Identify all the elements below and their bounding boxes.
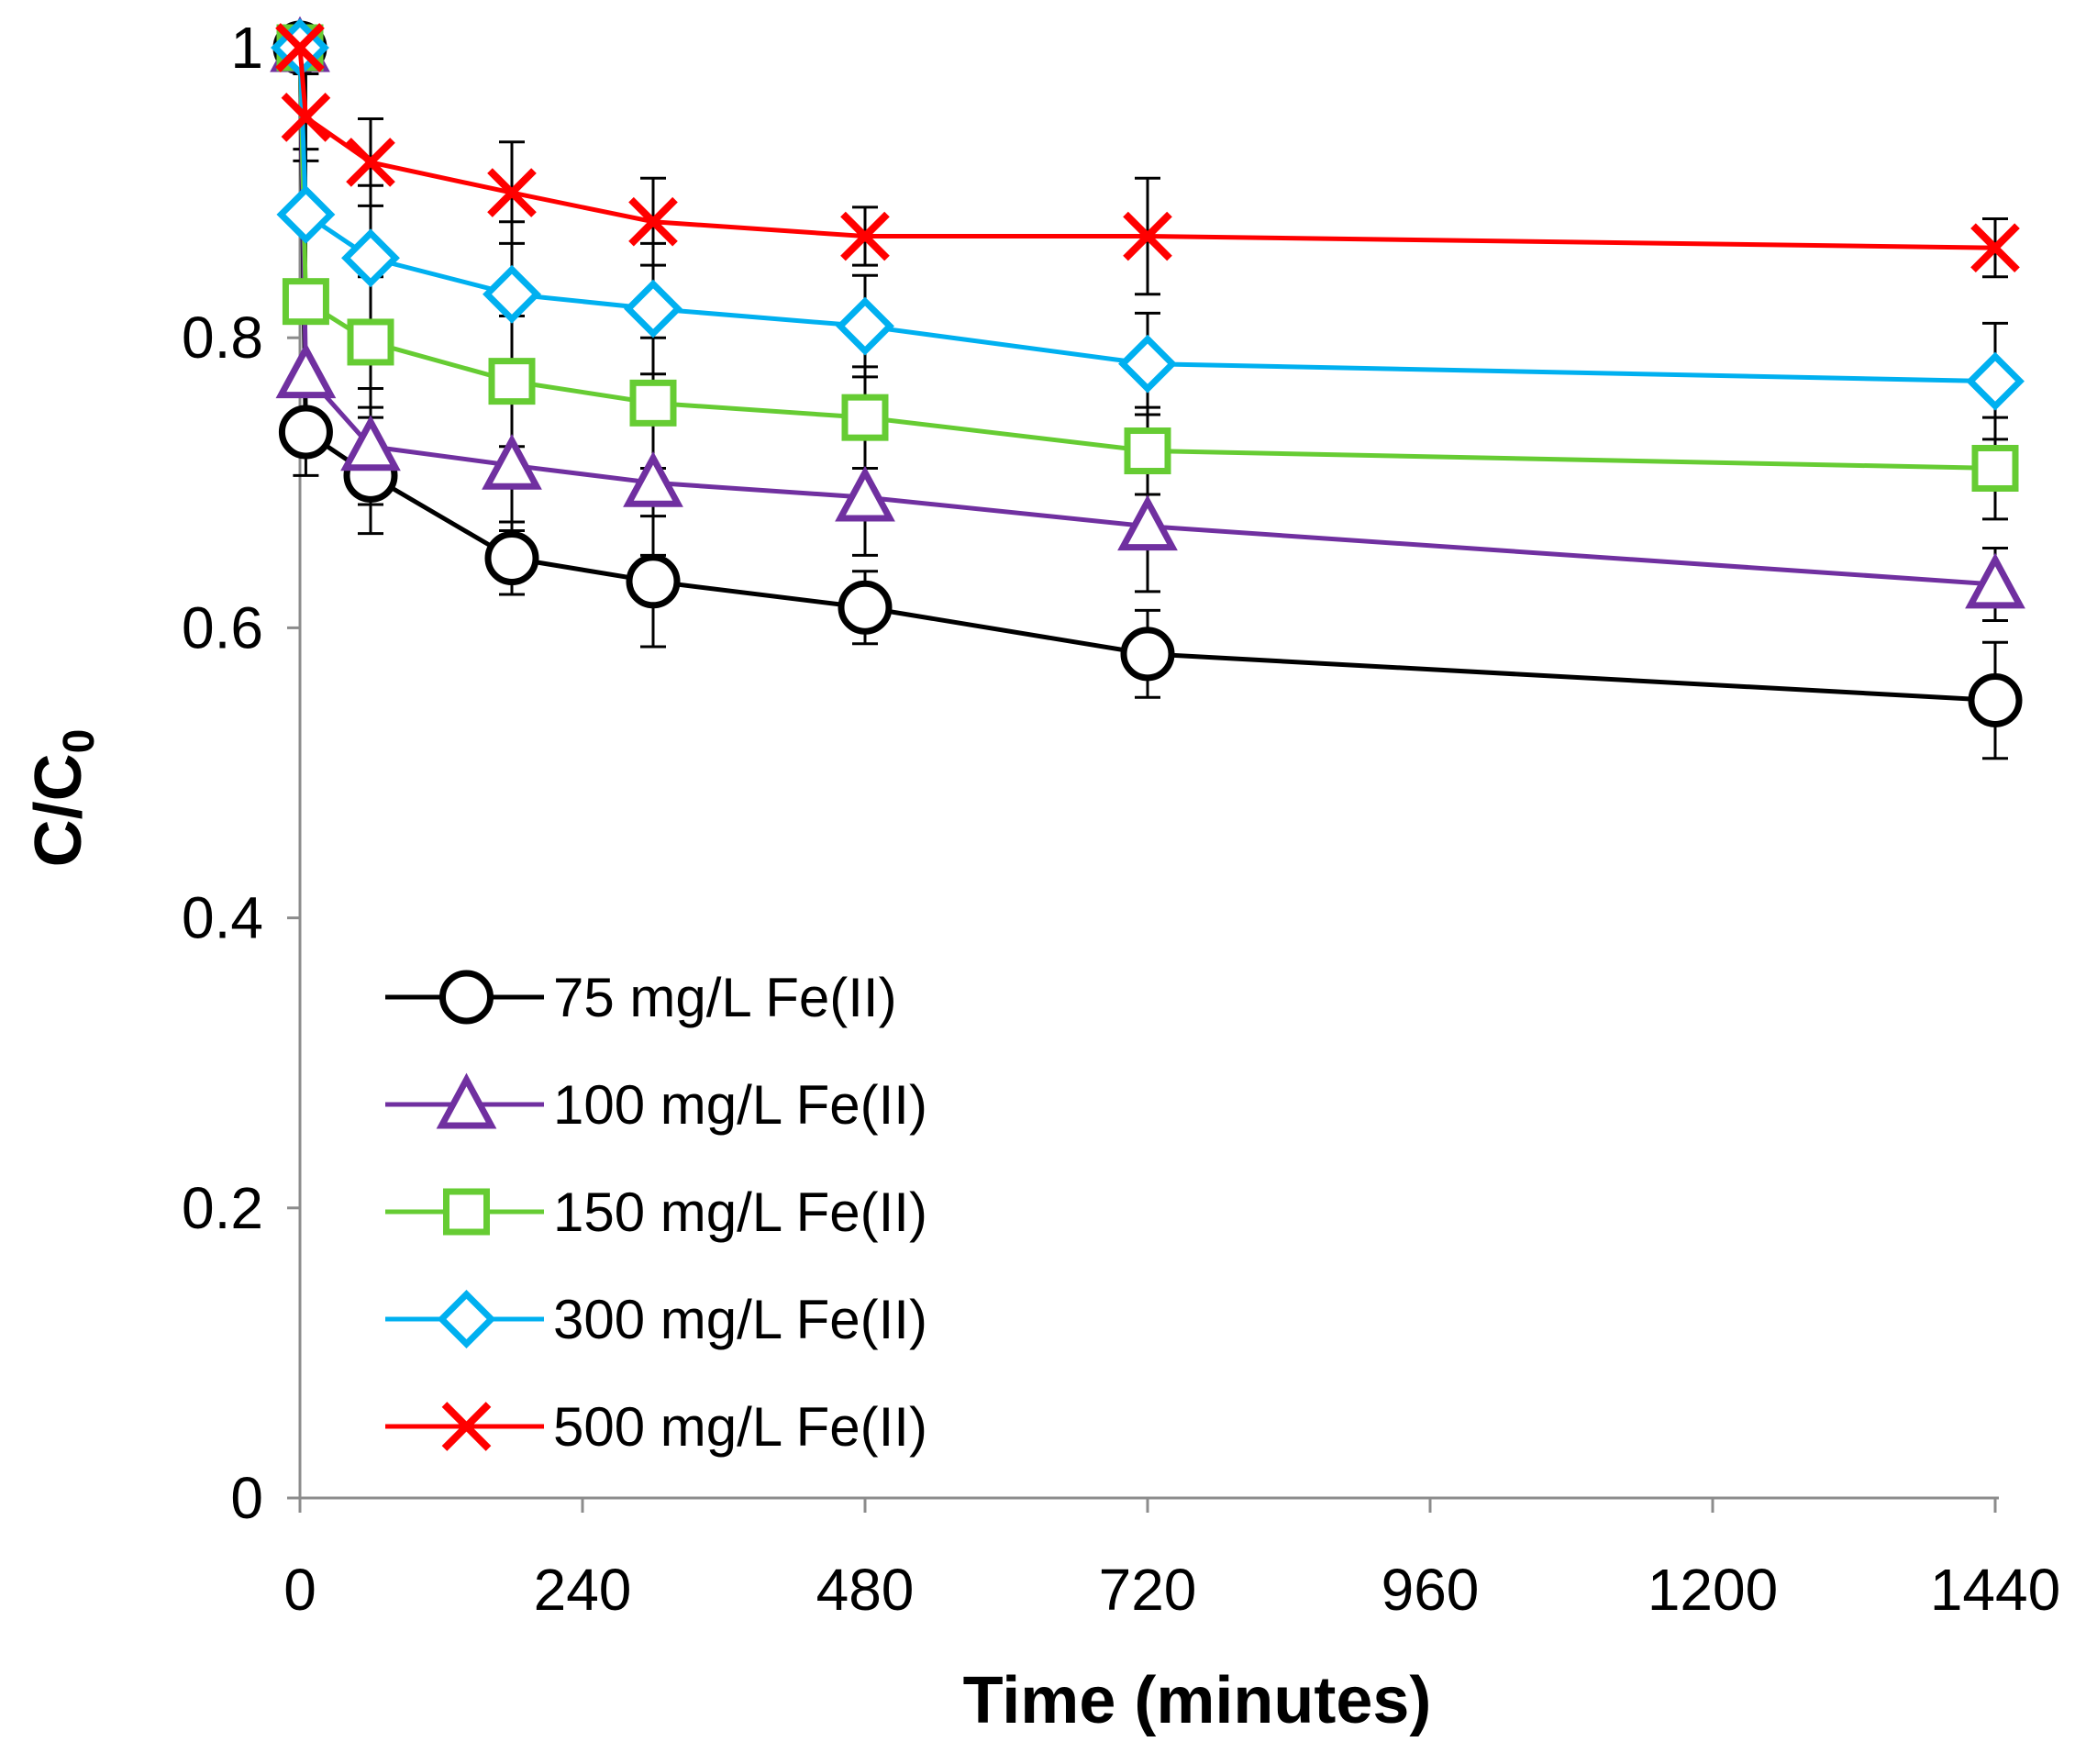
x-tick-label: 1440 (1930, 1557, 2060, 1623)
legend-label: 300 mg/L Fe(II) (553, 1289, 927, 1350)
data-point-diamond (341, 228, 400, 288)
data-point-diamond (276, 184, 336, 244)
x-axis-title: Time (minutes) (963, 1664, 1432, 1737)
data-point-square (841, 394, 889, 441)
x-tick-label: 960 (1381, 1557, 1480, 1623)
data-point-circle (484, 531, 539, 586)
data-point-diamond (624, 279, 682, 338)
legend-marker-square (443, 1188, 490, 1236)
legend-item: 500 mg/L Fe(II) (385, 1396, 927, 1458)
data-point-diamond (483, 264, 541, 324)
y-tick-label: 0.4 (182, 885, 263, 951)
data-point-x-stroke-b (275, 23, 325, 72)
data-point-diamond (836, 296, 894, 356)
data-point-x-stroke-b (487, 168, 537, 217)
data-point-x-stroke-b (281, 93, 331, 142)
data-point-square (282, 278, 329, 326)
data-point-circle (1968, 672, 2023, 727)
data-point-diamond (1118, 334, 1177, 394)
data-point-circle (1120, 627, 1175, 682)
data-point-triangle (340, 415, 401, 472)
x-tick-label: 720 (1099, 1557, 1197, 1623)
legend-item: 300 mg/L Fe(II) (385, 1289, 927, 1350)
data-point-x (1970, 223, 2020, 273)
data-point-square (1124, 427, 1171, 475)
x-tick-label: 1200 (1648, 1557, 1778, 1623)
series-5 (275, 23, 2020, 273)
legend-marker-circle (439, 970, 494, 1025)
data-point-x (346, 138, 395, 187)
data-point-x-stroke-b (1970, 223, 2020, 273)
data-point-diamond (1966, 351, 2025, 411)
series-layer (270, 16, 2025, 727)
legend-marker-triangle (436, 1072, 497, 1129)
y-axis-title: C/C0 (22, 729, 104, 868)
x-tick-label: 0 (283, 1557, 316, 1623)
legend-label: 75 mg/L Fe(II) (553, 967, 897, 1028)
data-point-circle (626, 554, 681, 609)
y-axis-title-subscript: 0 (55, 729, 104, 754)
data-point-triangle (835, 465, 895, 522)
data-point-x (487, 168, 537, 217)
legend-marker-diamond (437, 1290, 496, 1348)
x-tick-label: 240 (534, 1557, 632, 1623)
legend-label: 100 mg/L Fe(II) (553, 1074, 927, 1136)
y-tick-label: 0 (230, 1465, 263, 1531)
data-point-square (347, 318, 394, 366)
data-point-triangle (1117, 494, 1178, 551)
x-tick-label: 480 (816, 1557, 915, 1623)
legend: 75 mg/L Fe(II) 100 mg/L Fe(II) 150 mg/L Fe… (385, 967, 927, 1458)
legend-marker-x (441, 1402, 492, 1451)
data-point-x (840, 211, 890, 261)
data-point-triangle (623, 450, 683, 507)
data-point-triangle (1965, 552, 2025, 609)
data-point-square (488, 358, 536, 405)
y-tick-label: 1 (230, 15, 263, 81)
y-tick-label: 0.8 (182, 305, 263, 371)
legend-label: 500 mg/L Fe(II) (553, 1396, 927, 1458)
data-point-x (275, 23, 325, 72)
data-point-x-stroke-b (346, 138, 395, 187)
data-point-x (628, 196, 678, 247)
data-point-triangle (275, 342, 337, 399)
data-point-x-stroke-b (840, 211, 890, 261)
data-point-square (1971, 444, 2019, 492)
legend-marker-x-stroke-b (441, 1402, 492, 1451)
y-tick-label: 0.6 (182, 594, 263, 660)
data-point-x (281, 93, 331, 142)
data-point-circle (278, 405, 333, 460)
data-point-x-stroke-b (1123, 211, 1172, 261)
data-point-x (1123, 211, 1172, 261)
y-tick-label: 0.2 (182, 1175, 263, 1241)
legend-item: 100 mg/L Fe(II) (385, 1072, 927, 1136)
data-point-triangle (482, 433, 542, 490)
legend-label: 150 mg/L Fe(II) (553, 1182, 927, 1243)
data-point-circle (838, 580, 893, 635)
axes-layer: 0 0.2 0.4 0.6 0.8 1 0 240 480 720 960 1200 1440 (182, 15, 2060, 1623)
data-point-x-stroke-b (628, 196, 678, 247)
data-point-square (629, 379, 677, 427)
y-axis-title-main: C/C (22, 753, 95, 867)
legend-item: 75 mg/L Fe(II) (385, 967, 897, 1028)
legend-item: 150 mg/L Fe(II) (385, 1182, 927, 1243)
